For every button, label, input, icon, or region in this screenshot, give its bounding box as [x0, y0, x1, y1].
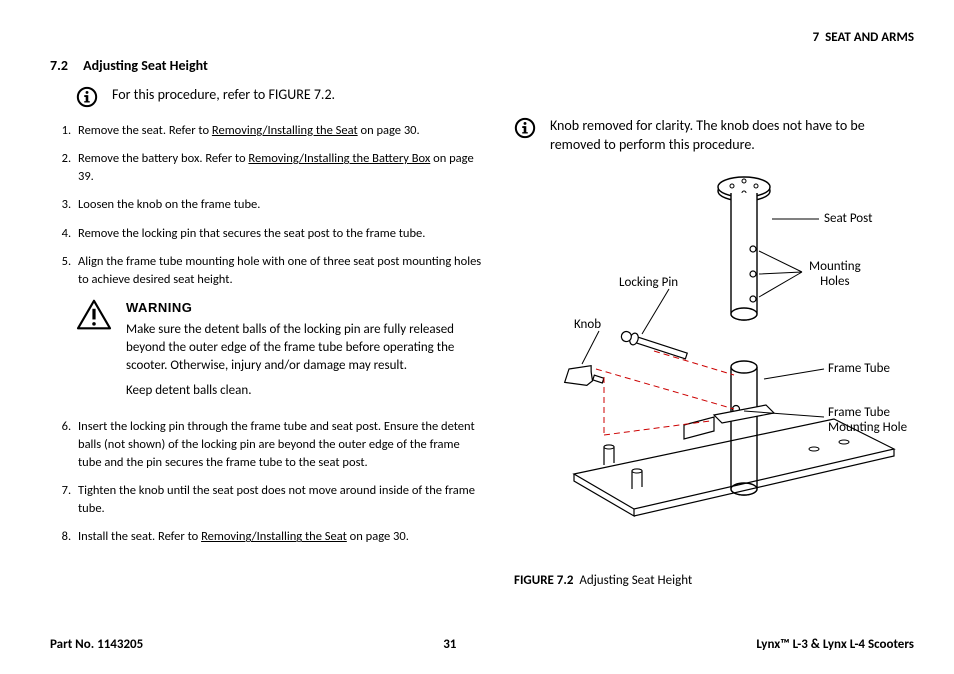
link-remove-seat[interactable]: Removing/Installing the Seat — [212, 123, 358, 138]
step-1: Remove the seat. Refer to Removing/Insta… — [74, 122, 484, 140]
section-heading: 7.2 Adjusting Seat Height — [50, 57, 484, 74]
step-5: Align the frame tube mounting hole with … — [74, 253, 484, 289]
callout-knob: Knob — [574, 317, 601, 333]
step-7: Tighten the knob until the seat post doe… — [74, 482, 484, 518]
warning-block: WARNING Make sure the detent balls of th… — [76, 299, 484, 406]
step-8: Install the seat. Refer to Removing/Inst… — [74, 528, 484, 546]
callout-seat-post: Seat Post — [824, 211, 872, 227]
steps-list-a: Remove the seat. Refer to Removing/Insta… — [50, 122, 484, 289]
right-column: Knob removed for clarity. The knob does … — [514, 57, 914, 588]
header-section: 7 SEAT AND ARMS — [50, 30, 914, 45]
footer-page: 31 — [443, 637, 456, 652]
info-text-left: For this procedure, refer to FIGURE 7.2. — [112, 86, 335, 105]
figure-caption: FIGURE 7.2 Adjusting Seat Height — [514, 573, 914, 588]
info-icon — [514, 117, 536, 139]
step-2: Remove the battery box. Refer to Removin… — [74, 150, 484, 186]
section-title: Adjusting Seat Height — [83, 57, 208, 74]
callout-mounting-holes: Mounting Holes — [809, 259, 861, 290]
header-num: 7 — [813, 30, 820, 45]
steps-list-b: Insert the locking pin through the frame… — [50, 418, 484, 547]
callout-frame-tube-mh: Frame Tube Mounting Hole — [828, 405, 907, 436]
left-column: 7.2 Adjusting Seat Height For this proce… — [50, 57, 484, 588]
figure-num: FIGURE 7.2 — [514, 573, 573, 588]
callout-locking-pin: Locking Pin — [619, 275, 678, 291]
step-6: Insert the locking pin through the frame… — [74, 418, 484, 472]
link-install-seat[interactable]: Removing/Installing the Seat — [201, 529, 347, 544]
header-title: SEAT AND ARMS — [825, 30, 914, 45]
figure-caption-text: Adjusting Seat Height — [579, 573, 692, 588]
section-num: 7.2 — [50, 57, 80, 74]
warning-p1: Make sure the detent balls of the lockin… — [126, 321, 484, 376]
link-remove-battery[interactable]: Removing/Installing the Battery Box — [248, 151, 430, 166]
callout-frame-tube: Frame Tube — [828, 361, 890, 377]
info-text-right: Knob removed for clarity. The knob does … — [550, 117, 914, 155]
footer: Part No. 1143205 31 Lynx™ L-3 & Lynx L-4… — [50, 637, 914, 652]
footer-part-no: Part No. 1143205 — [50, 637, 143, 652]
warning-icon — [76, 299, 112, 331]
step-3: Loosen the knob on the frame tube. — [74, 196, 484, 214]
info-icon — [76, 86, 98, 108]
warning-title: WARNING — [126, 299, 484, 317]
warning-p2: Keep detent balls clean. — [126, 382, 484, 400]
figure-diagram: Seat Post Mounting Holes Locking Pin Kno… — [514, 169, 914, 569]
footer-product: Lynx™ L-3 & Lynx L-4 Scooters — [756, 637, 914, 652]
step-4: Remove the locking pin that secures the … — [74, 225, 484, 243]
